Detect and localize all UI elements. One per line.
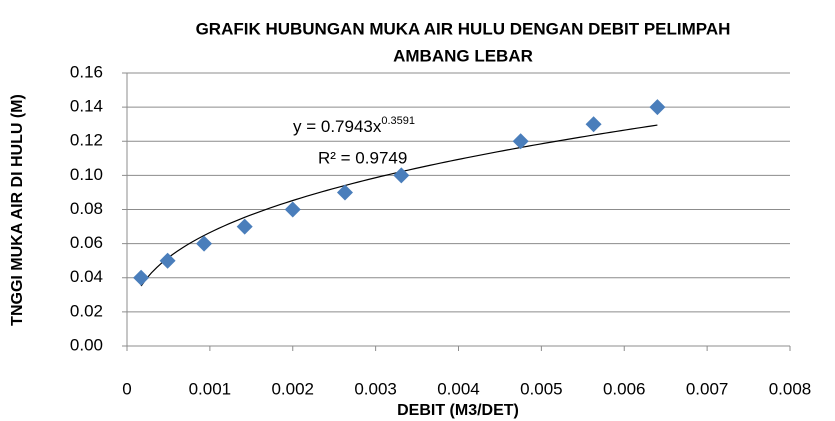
y-tick-label: 0.06 [70, 233, 103, 252]
y-tick-label: 0.16 [70, 62, 103, 81]
marker [512, 133, 529, 150]
trendline-equation: y = 0.7943x0.3591 [293, 115, 415, 137]
x-tick-label: 0.007 [686, 379, 729, 398]
x-tick-label: 0.006 [603, 379, 646, 398]
x-tick-label: 0 [122, 379, 131, 398]
chart-title: GRAFIK HUBUNGAN MUKA AIR HULU DENGAN DEB… [196, 19, 731, 38]
marker [649, 99, 666, 116]
y-tick-label: 0.00 [70, 335, 103, 354]
y-tick-label: 0.14 [70, 97, 103, 116]
equation-text: y = 0.7943x [293, 117, 382, 136]
y-tick-label: 0.04 [70, 267, 103, 286]
y-tick-label: 0.08 [70, 199, 103, 218]
marker [159, 252, 176, 269]
y-tick-label: 0.02 [70, 301, 103, 320]
y-tick-label: 0.12 [70, 131, 103, 150]
marker [585, 116, 602, 133]
marker [236, 218, 253, 235]
equation-exponent: 0.3591 [381, 115, 415, 127]
marker [133, 269, 150, 286]
x-tick-label: 0.005 [520, 379, 563, 398]
x-tick-label: 0.003 [354, 379, 397, 398]
trendline-r2: R² = 0.9749 [318, 148, 407, 167]
chart-title: AMBANG LEBAR [393, 46, 533, 65]
x-tick-label: 0.002 [271, 379, 314, 398]
y-tick-label: 0.10 [70, 165, 103, 184]
marker [196, 235, 213, 252]
marker [336, 184, 353, 201]
x-tick-label: 0.008 [769, 379, 812, 398]
marker [393, 167, 410, 184]
marker [284, 201, 301, 218]
x-axis-title: DEBIT (M3/DET) [397, 402, 519, 419]
x-tick-label: 0.001 [189, 379, 232, 398]
x-tick-label: 0.004 [437, 379, 480, 398]
y-axis-title: TNGGI MUKA AIR DI HULU (M) [9, 94, 26, 326]
